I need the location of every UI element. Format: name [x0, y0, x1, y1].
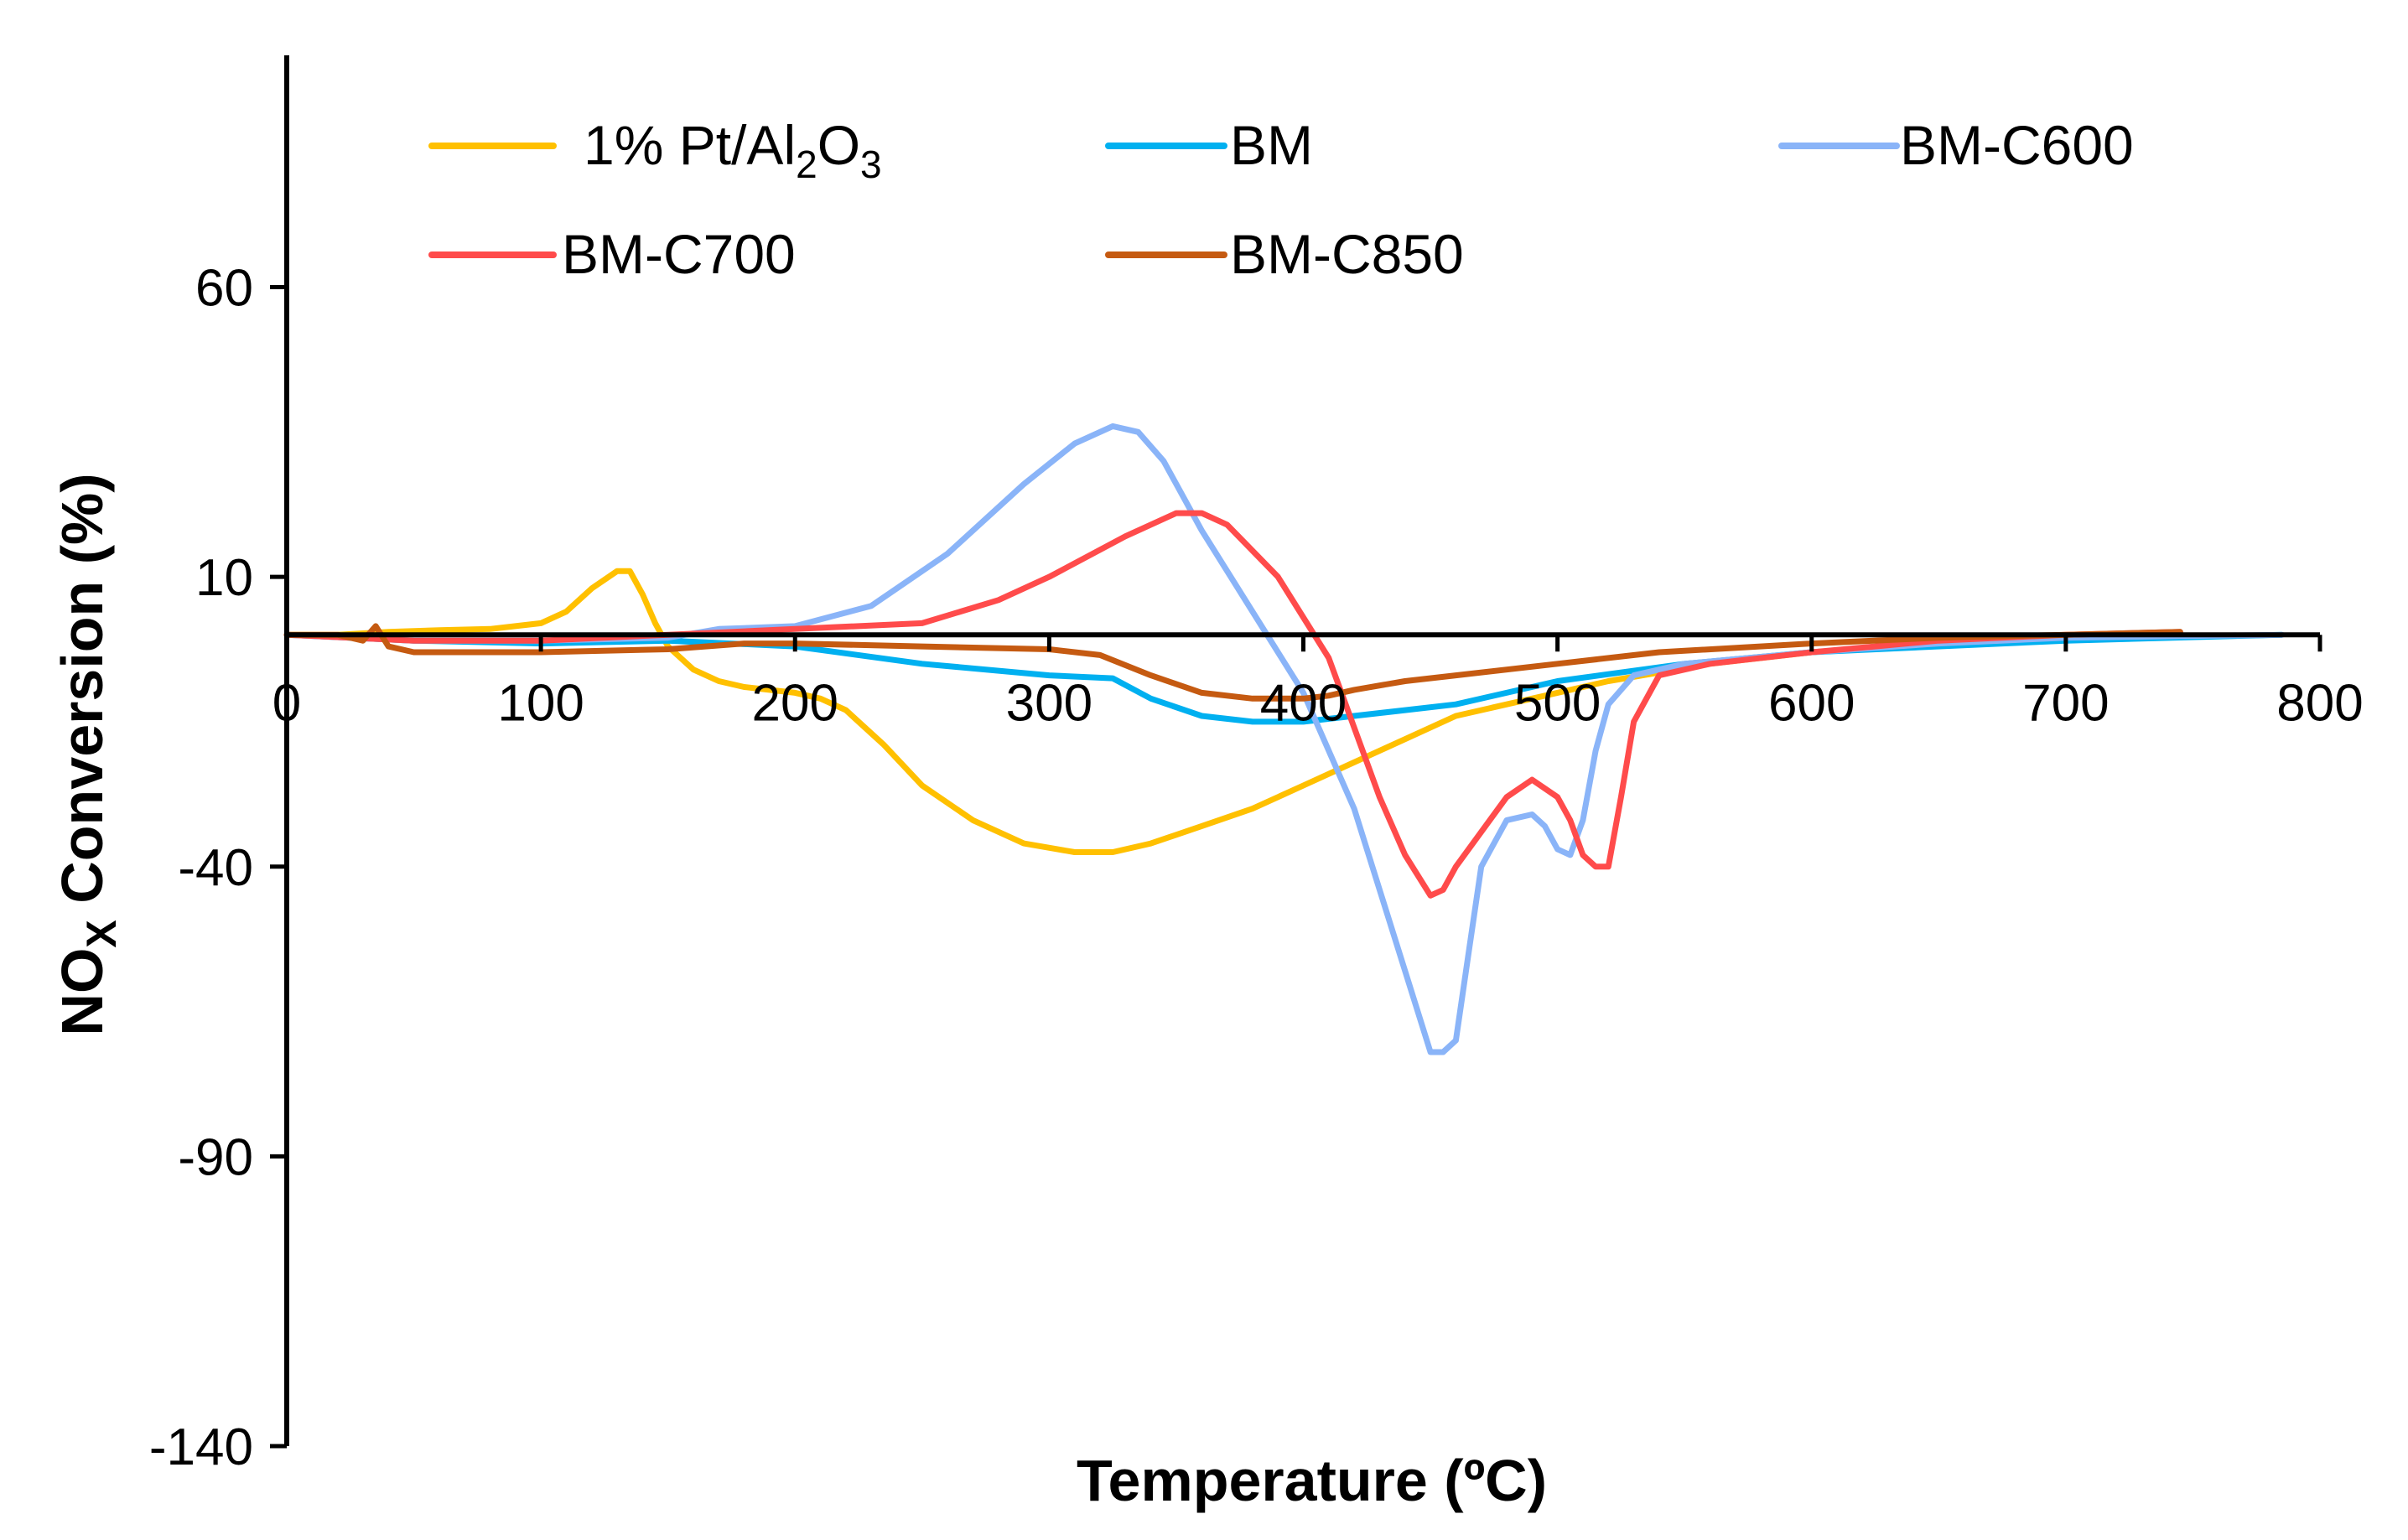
x-tick-label: 100 — [497, 674, 584, 732]
x-tick-labels: 0 100 200 300 400 500 600 700 800 — [272, 674, 2364, 732]
axes — [270, 55, 2322, 1449]
x-tick-label: 300 — [1006, 674, 1092, 732]
plot-lines — [283, 423, 2285, 1055]
x-tick-label: 800 — [2276, 674, 2363, 732]
legend-label: BM-C600 — [1900, 114, 2134, 176]
legend: 1% Pt/Al2O3 BM BM-C600 BM-C700 BM-C850 — [428, 114, 2134, 285]
x-tick-label: 400 — [1260, 674, 1347, 732]
y-tick-label: 10 — [195, 549, 253, 607]
axis-titles: Temperature (ºC) NOX Conversion (%) — [49, 473, 1547, 1513]
x-tick-label: 500 — [1514, 674, 1601, 732]
y-axis-title: NOX Conversion (%) — [49, 473, 125, 1035]
legend-label: BM-C700 — [562, 223, 796, 285]
y-tick-labels: 60 10 -40 -90 -140 — [149, 260, 253, 1477]
y-tick-label: -90 — [178, 1128, 253, 1186]
x-tick-label: 700 — [2022, 674, 2109, 732]
series-line-bm-c850 — [283, 623, 2183, 702]
legend-label: BM — [1230, 114, 1313, 176]
x-tick-label: 200 — [752, 674, 838, 732]
y-tick-label: 60 — [195, 260, 253, 318]
x-tick-label: 0 — [272, 674, 301, 732]
series-line-bm-c700 — [283, 510, 2183, 899]
series-line-1-pt-al2o3 — [283, 568, 2183, 855]
x-tick-label: 600 — [1768, 674, 1855, 732]
series-line-bm-c600 — [283, 423, 2285, 1055]
y-tick-label: -140 — [149, 1418, 253, 1476]
y-tick-label: -40 — [178, 839, 253, 897]
legend-label: BM-C850 — [1230, 223, 1464, 285]
x-axis-title: Temperature (ºC) — [1077, 1448, 1547, 1513]
legend-label: 1% Pt/Al2O3 — [584, 114, 882, 186]
